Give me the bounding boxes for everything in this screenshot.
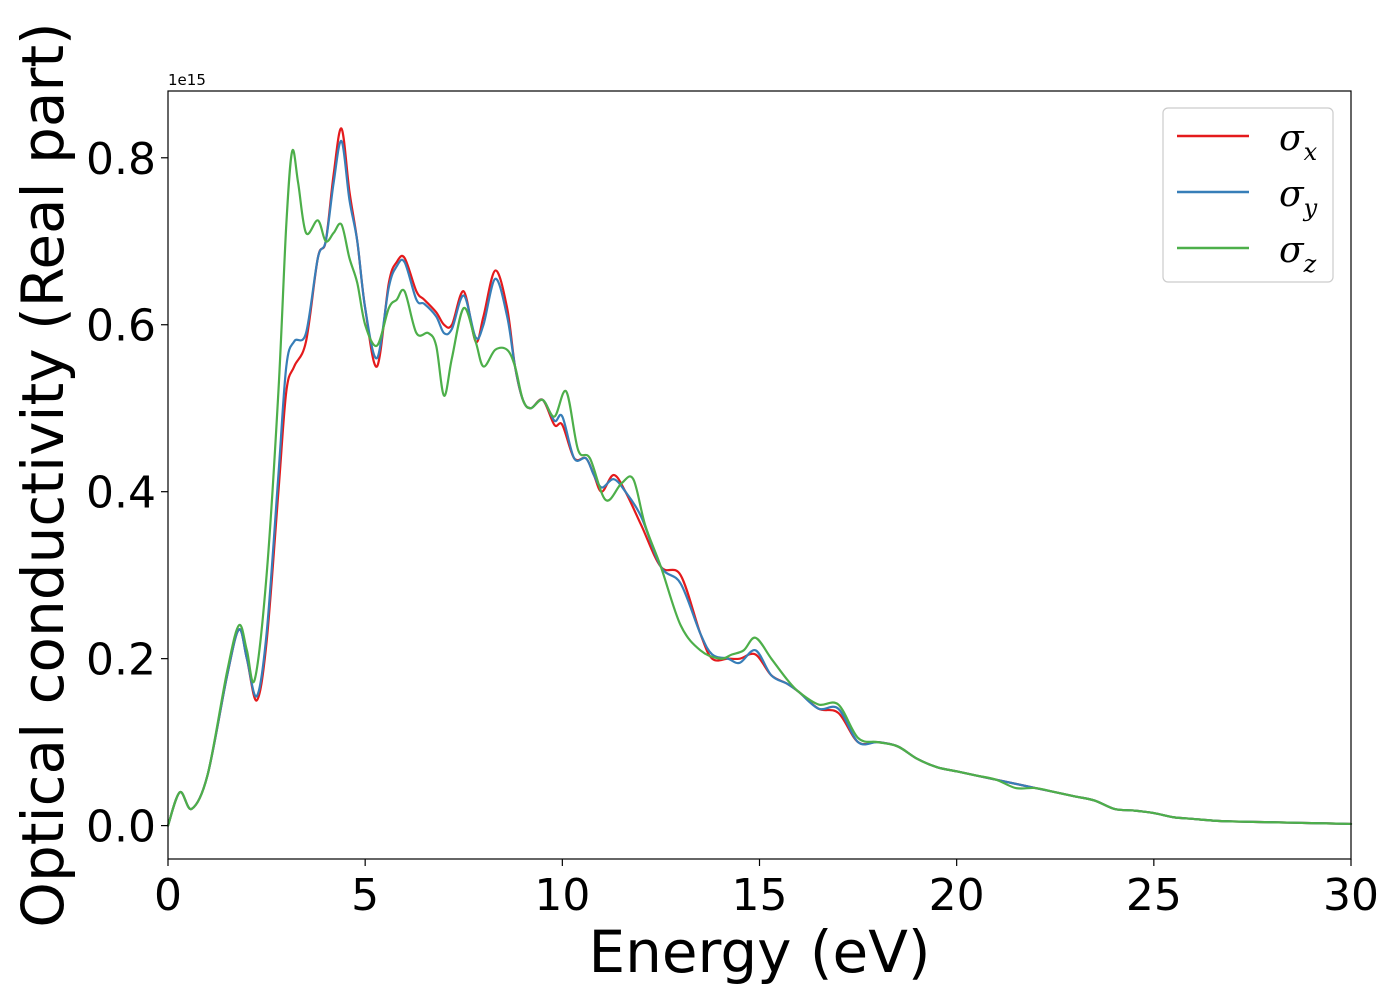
legend: σx σy σz xyxy=(1162,107,1334,283)
x-tick-label: 0 xyxy=(154,870,182,921)
y-tick-label: 0.8 xyxy=(86,134,156,185)
y-tick-label: 0.4 xyxy=(86,468,156,519)
y-axis-label: Optical conductivity (Real part) xyxy=(9,22,77,927)
legend-label-z: σz xyxy=(1279,230,1317,278)
y-axis: 0.0 0.2 0.4 0.6 0.8 xyxy=(86,134,168,853)
legend-label-y: σy xyxy=(1279,174,1318,222)
y-offset-label: 1e15 xyxy=(168,71,206,89)
x-tick-label: 5 xyxy=(351,870,379,921)
x-axis: 0 5 10 15 20 25 30 xyxy=(154,859,1379,921)
y-tick-label: 0.2 xyxy=(86,635,156,686)
x-tick-label: 15 xyxy=(732,870,788,921)
legend-label-x: σx xyxy=(1279,118,1318,166)
y-tick-label: 0.0 xyxy=(86,802,156,853)
series-line-y xyxy=(166,139,1353,827)
x-tick-label: 20 xyxy=(929,870,985,921)
series-line-z xyxy=(166,148,1353,827)
x-tick-label: 10 xyxy=(534,870,590,921)
x-axis-label: Energy (eV) xyxy=(588,918,930,986)
y-tick-label: 0.6 xyxy=(86,301,156,352)
legend-frame xyxy=(1162,107,1334,283)
plot-lines xyxy=(166,127,1353,827)
x-tick-label: 25 xyxy=(1126,870,1182,921)
x-tick-label: 30 xyxy=(1323,870,1379,921)
